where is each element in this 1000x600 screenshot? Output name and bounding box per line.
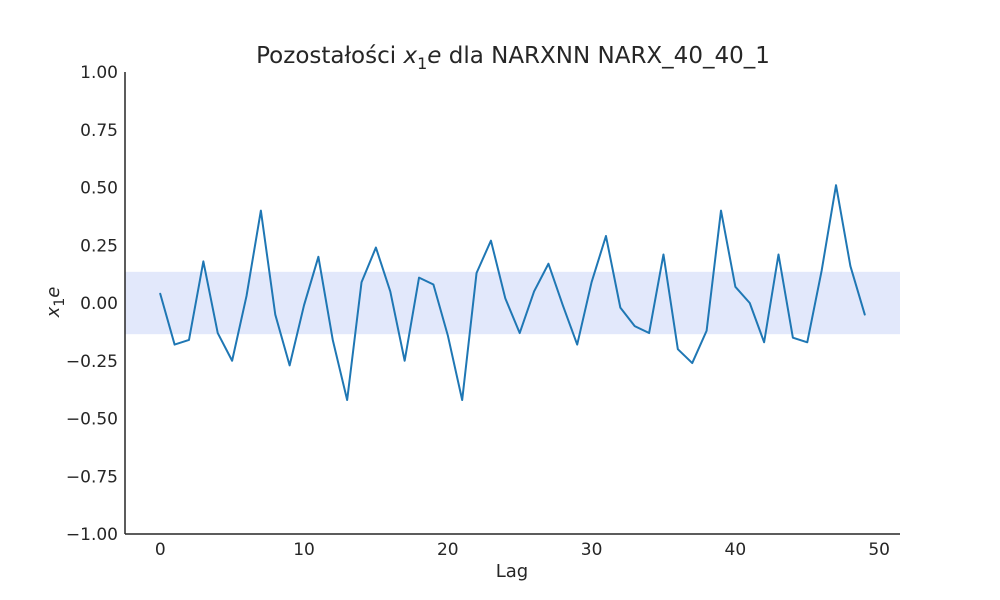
y-tick-label: −0.75 xyxy=(66,467,118,487)
x-tick-label: 20 xyxy=(437,540,459,560)
x-tick-label: 30 xyxy=(581,540,603,560)
tick-layer: 1.00 0.75 0.50 0.25 0.00 −0.25 −0.50 −0.75 −1.00… xyxy=(66,63,890,560)
series-layer xyxy=(159,184,866,402)
series-line-0 xyxy=(159,184,866,402)
x-tick-label: 40 xyxy=(725,540,747,560)
chart-title: Pozostałości x1e dla NARXNN NARX_40_40_1 xyxy=(256,43,770,73)
y-tick-label: 0.75 xyxy=(80,121,118,141)
x-tick-label: 50 xyxy=(868,540,890,560)
y-tick-label: 1.00 xyxy=(80,63,118,83)
x-tick-label: 0 xyxy=(155,540,166,560)
y-axis-label: x1e xyxy=(43,287,68,319)
y-tick-label: 0.00 xyxy=(80,294,118,314)
y-tick-label: 0.50 xyxy=(80,179,118,199)
axes-layer xyxy=(124,72,900,535)
y-tick-label: −0.50 xyxy=(66,410,118,430)
y-tick-label: −0.25 xyxy=(66,352,118,372)
x-axis-label: Lag xyxy=(496,561,528,582)
x-tick-label: 10 xyxy=(293,540,315,560)
y-tick-label: −1.00 xyxy=(66,525,118,545)
y-tick-label: 0.25 xyxy=(80,236,118,256)
